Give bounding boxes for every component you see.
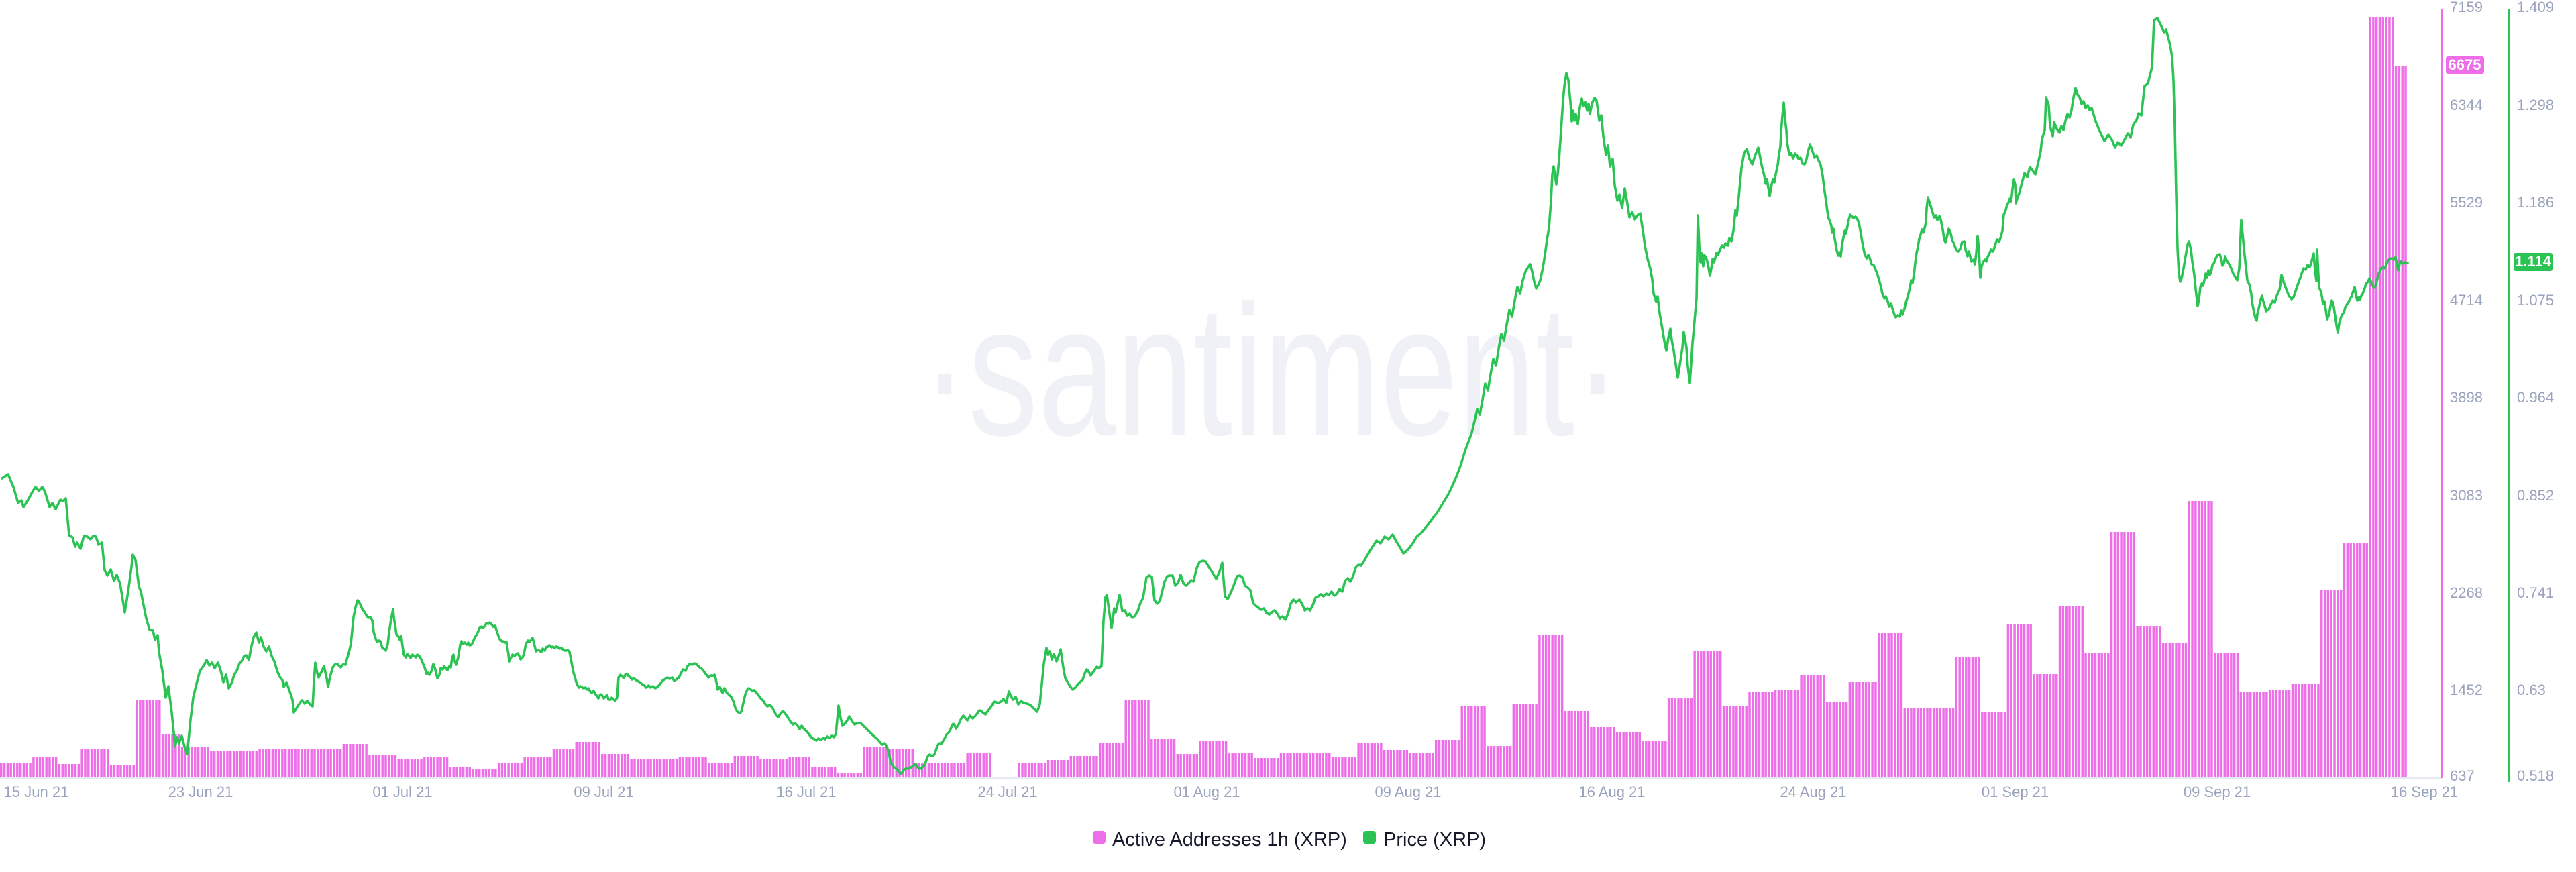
svg-text:15 Jun 21: 15 Jun 21 xyxy=(4,783,69,800)
svg-text:1.409: 1.409 xyxy=(2517,0,2554,15)
svg-text:0.852: 0.852 xyxy=(2517,487,2554,504)
svg-text:1.186: 1.186 xyxy=(2517,194,2554,211)
svg-text:1.114: 1.114 xyxy=(2515,253,2552,270)
svg-text:09 Aug 21: 09 Aug 21 xyxy=(1375,783,1441,800)
svg-text:23 Jun 21: 23 Jun 21 xyxy=(168,783,233,800)
svg-text:6344: 6344 xyxy=(2450,97,2483,113)
svg-text:0.63: 0.63 xyxy=(2517,682,2546,698)
svg-text:1452: 1452 xyxy=(2450,682,2483,698)
svg-text:Active Addresses 1h (XRP): Active Addresses 1h (XRP) xyxy=(1112,829,1347,851)
svg-text:3083: 3083 xyxy=(2450,487,2483,504)
svg-text:16 Aug 21: 16 Aug 21 xyxy=(1578,783,1645,800)
svg-text:5529: 5529 xyxy=(2450,194,2483,211)
svg-text:24 Jul 21: 24 Jul 21 xyxy=(977,783,1037,800)
svg-text:2268: 2268 xyxy=(2450,584,2483,601)
svg-text:16 Jul 21: 16 Jul 21 xyxy=(776,783,836,800)
svg-text:3898: 3898 xyxy=(2450,389,2483,406)
svg-text:01 Sep 21: 01 Sep 21 xyxy=(1982,783,2049,800)
svg-text:09 Sep 21: 09 Sep 21 xyxy=(2184,783,2251,800)
svg-text:4714: 4714 xyxy=(2450,292,2483,309)
svg-text:Price (XRP): Price (XRP) xyxy=(1383,829,1486,851)
svg-text:7159: 7159 xyxy=(2450,0,2483,15)
svg-text:·santiment·: ·santiment· xyxy=(922,267,1621,475)
svg-text:0.964: 0.964 xyxy=(2517,389,2554,406)
svg-text:01 Aug 21: 01 Aug 21 xyxy=(1173,783,1240,800)
svg-text:16 Sep 21: 16 Sep 21 xyxy=(2391,783,2458,800)
svg-text:24 Aug 21: 24 Aug 21 xyxy=(1780,783,1846,800)
svg-text:1.075: 1.075 xyxy=(2517,292,2554,309)
svg-text:6675: 6675 xyxy=(2449,56,2481,73)
svg-text:0.741: 0.741 xyxy=(2517,584,2554,601)
svg-text:1.298: 1.298 xyxy=(2517,97,2554,113)
svg-text:0.518: 0.518 xyxy=(2517,767,2554,784)
svg-text:01 Jul 21: 01 Jul 21 xyxy=(372,783,432,800)
svg-text:637: 637 xyxy=(2450,767,2475,784)
svg-text:09 Jul 21: 09 Jul 21 xyxy=(574,783,633,800)
